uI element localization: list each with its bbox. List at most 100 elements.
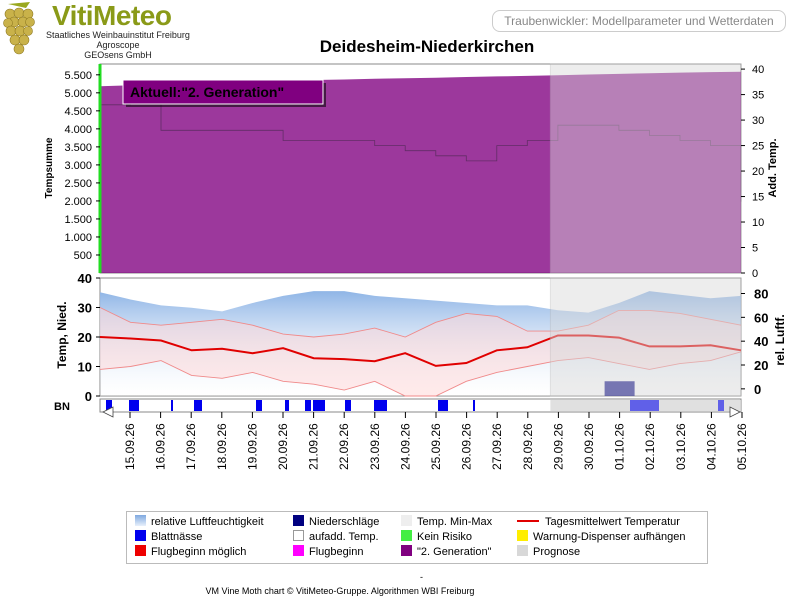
x-tick-label: 26.09.26 [460,423,474,470]
legend-swatch [135,515,146,526]
legend-item-flight-possible: Flugbeginn möglich [135,545,246,559]
x-tick-label: 29.09.26 [551,423,565,470]
y-axis-label-tempsumme: Tempsumme [44,137,55,198]
legend-label: Blattnässe [151,531,203,543]
y-left-tick-label: 3.000 [64,160,92,172]
y-right-tick-label: 30 [752,115,764,127]
y-axis-label-temp-nied: Temp, Nied. [55,301,69,368]
y-left-tick-label: 1.000 [64,232,92,244]
vitimeteo-logo: VitiMeteo Staatliches Weinbauinstitut Fr… [0,0,190,62]
y-left-tick-label: 4.000 [64,124,92,136]
scroll-right-arrow-icon[interactable] [729,406,741,418]
legend-label: Kein Risiko [417,531,473,543]
temp-mean-line [99,334,742,367]
leaf-wetness-mark [194,400,202,411]
y-left-tick-label: 2.000 [64,196,92,208]
scroll-left-arrow-icon[interactable] [102,406,114,418]
x-tick-label: 18.09.26 [215,423,229,470]
legend-label: Flugbeginn [309,546,364,558]
leaf-wetness-mark [374,400,387,411]
y-left-tick-label: 1.500 [64,214,92,226]
chart-legend: relative Luftfeuchtigkeit Niederschläge … [126,511,708,564]
y-right-tick-label: 40 [752,64,764,76]
temp-min-max-band [100,307,741,396]
leaf-wetness-mark [106,400,112,411]
add-temp-line [100,99,742,202]
leaf-wetness-strip: BN [54,398,742,418]
y-right-tick-label: 20 [754,358,768,373]
temperature-sum-panel: 500 1.000 1.500 2.000 2.500 3.000 3.500 4.000 4.… [44,63,779,280]
y-right-tick-label: 15 [752,192,764,204]
leaf-wetness-mark [473,400,475,411]
leaf-wetness-mark [129,400,139,411]
y-right-tick-label: 20 [752,166,764,178]
legend-item-humidity: relative Luftfeuchtigkeit [135,515,264,529]
precip-bar [604,381,635,396]
legend-swatch [401,545,412,556]
y-right-tick-label: 5 [752,243,758,255]
y-left-tick-label: 5.000 [64,88,92,100]
y-right-tick-label: 10 [752,217,764,229]
y-right-tick-label: 0 [754,382,761,397]
x-tick-label: 17.09.26 [184,423,198,470]
legend-label: Flugbeginn möglich [151,546,247,558]
legend-item-flight-start: Flugbeginn [293,545,363,559]
legend-item-warning: Warnung-Dispenser aufhängen [517,530,685,544]
legend-swatch [293,545,304,556]
x-tick-label: 20.09.26 [276,423,290,470]
x-tick-label: 24.09.26 [398,423,412,470]
header-title: Traubenwickler: Modellparameter und Wett… [492,10,786,32]
y-left-tick-label: 40 [78,271,92,286]
x-tick-label: 19.09.26 [245,423,259,470]
temp-max-line [99,307,742,338]
logo-line-1: Staatliches Weinbauinstitut Freiburg [46,30,190,40]
x-tick-label: 28.09.26 [521,423,535,470]
temp-min-line [99,351,742,397]
forecast-region-bottom [549,277,742,397]
grape-icon [3,2,35,55]
legend-label: relative Luftfeuchtigkeit [151,516,264,528]
y-left-tick-label: 10 [78,360,92,375]
legend-item-temp-mean: Tagesmittelwert Temperatur [517,515,680,529]
legend-swatch [293,530,304,541]
x-tick-label: 25.09.26 [429,423,443,470]
forecast-region-top [549,63,742,274]
legend-item-precip: Niederschläge [293,515,379,529]
y-left-tick-label: 5.500 [64,70,92,82]
x-tick-label: 15.09.26 [123,423,137,470]
leaf-wetness-forecast-mark [630,400,659,411]
x-tick-label: 02.10.26 [643,423,657,470]
x-tick-label: 01.10.26 [613,423,627,470]
leaf-wetness-mark [285,400,289,411]
weather-panel: 0 10 20 30 40 0 20 40 60 80 Temp, Nied. rel. Luf… [55,271,787,404]
chart-title: Deidesheim-Niederkirchen [320,37,534,56]
legend-label: "2. Generation" [417,546,492,558]
leaf-wetness-mark [345,400,351,411]
legend-label: Niederschläge [309,516,380,528]
y-right-tick-label: 80 [754,286,768,301]
x-tick-label: 03.10.26 [674,423,688,470]
legend-item-forecast: Prognose [517,545,580,559]
legend-swatch [517,545,528,556]
legend-label: Warnung-Dispenser aufhängen [533,531,686,543]
current-generation-annotation: Aktuell:"2. Generation" [122,79,326,107]
y-right-tick-label: 60 [754,310,768,325]
legend-label: Tagesmittelwert Temperatur [545,516,680,528]
y-axis-label-rel-luftf: rel. Luftf. [773,314,787,365]
x-tick-label: 16.09.26 [154,423,168,470]
temp-sum-area [100,71,741,273]
legend-swatch [517,530,528,541]
leaf-wetness-label: BN [54,401,70,413]
x-tick-label: 21.09.26 [307,423,321,470]
x-tick-label: 05.10.26 [735,423,749,470]
y-left-tick-label: 20 [78,330,92,345]
leaf-wetness-mark [256,400,262,411]
logo-line-3: GEOsens GmbH [84,50,152,60]
legend-swatch [135,530,146,541]
footer-dash: - [420,572,423,582]
legend-item-second-generation: "2. Generation" [401,545,491,559]
x-tick-label: 30.09.26 [582,423,596,470]
leaf-wetness-mark [313,400,325,411]
y-right-tick-label: 0 [752,268,758,280]
legend-label: aufadd. Temp. [309,531,379,543]
